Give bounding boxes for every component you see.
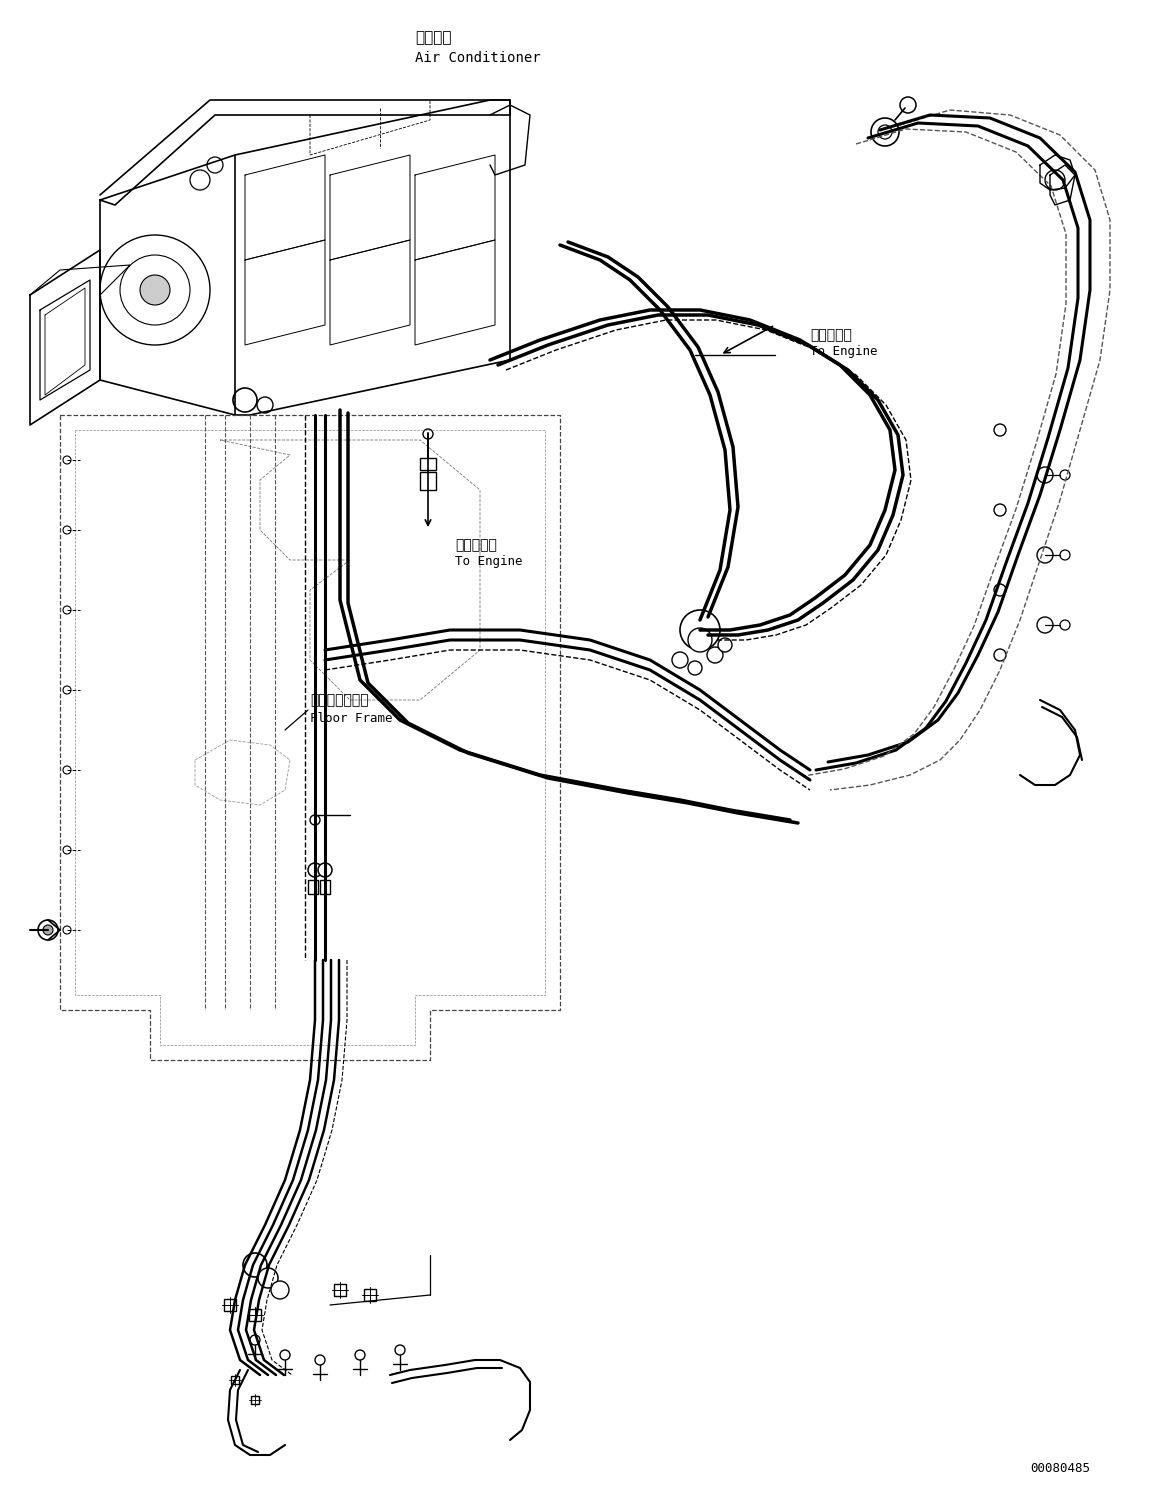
Circle shape (271, 1281, 289, 1299)
Circle shape (1060, 620, 1070, 631)
Circle shape (994, 649, 1006, 661)
Text: エンジンへ: エンジンへ (810, 328, 852, 341)
Circle shape (707, 647, 723, 663)
Circle shape (717, 638, 732, 652)
Text: 00080485: 00080485 (1030, 1461, 1089, 1475)
Circle shape (688, 628, 712, 652)
Text: Floor Frame: Floor Frame (309, 711, 393, 725)
Circle shape (1037, 617, 1054, 634)
Circle shape (680, 610, 720, 650)
Circle shape (38, 920, 58, 939)
Circle shape (258, 1267, 278, 1288)
Circle shape (318, 863, 331, 877)
Circle shape (43, 924, 53, 935)
Text: エンジンへ: エンジンへ (455, 538, 497, 552)
Circle shape (872, 118, 899, 146)
Circle shape (901, 97, 916, 113)
Circle shape (355, 1349, 365, 1360)
Circle shape (140, 274, 170, 306)
Bar (320, 880, 330, 895)
Bar (420, 473, 436, 491)
Circle shape (395, 1345, 404, 1355)
Circle shape (1060, 470, 1070, 480)
Bar (249, 1309, 261, 1321)
Circle shape (994, 504, 1006, 516)
Circle shape (280, 1349, 290, 1360)
Circle shape (63, 526, 71, 534)
Circle shape (1037, 467, 1054, 483)
Circle shape (63, 686, 71, 693)
Text: To Engine: To Engine (810, 346, 877, 358)
Bar (420, 458, 436, 470)
Text: エアコン: エアコン (415, 30, 452, 46)
Circle shape (63, 456, 71, 464)
Circle shape (879, 125, 892, 139)
Circle shape (63, 845, 71, 854)
Circle shape (994, 423, 1006, 435)
Circle shape (423, 429, 433, 438)
Circle shape (672, 652, 688, 668)
Circle shape (1037, 547, 1054, 564)
Circle shape (63, 766, 71, 774)
Circle shape (63, 605, 71, 614)
Circle shape (63, 926, 71, 933)
Bar (252, 1396, 258, 1405)
Circle shape (243, 1252, 267, 1276)
Circle shape (308, 863, 322, 877)
Circle shape (1060, 550, 1070, 561)
Bar (308, 880, 318, 895)
Bar (364, 1290, 376, 1302)
Bar (334, 1284, 347, 1296)
Circle shape (994, 584, 1006, 596)
Bar (231, 1376, 239, 1384)
Circle shape (1045, 170, 1065, 189)
Circle shape (309, 816, 320, 825)
Circle shape (315, 1355, 325, 1364)
Text: フロアフレーム: フロアフレーム (309, 693, 369, 707)
Bar (224, 1299, 236, 1311)
Text: Air Conditioner: Air Conditioner (415, 51, 540, 66)
Circle shape (688, 661, 702, 675)
Circle shape (250, 1334, 260, 1345)
Text: To Engine: To Engine (455, 556, 523, 568)
